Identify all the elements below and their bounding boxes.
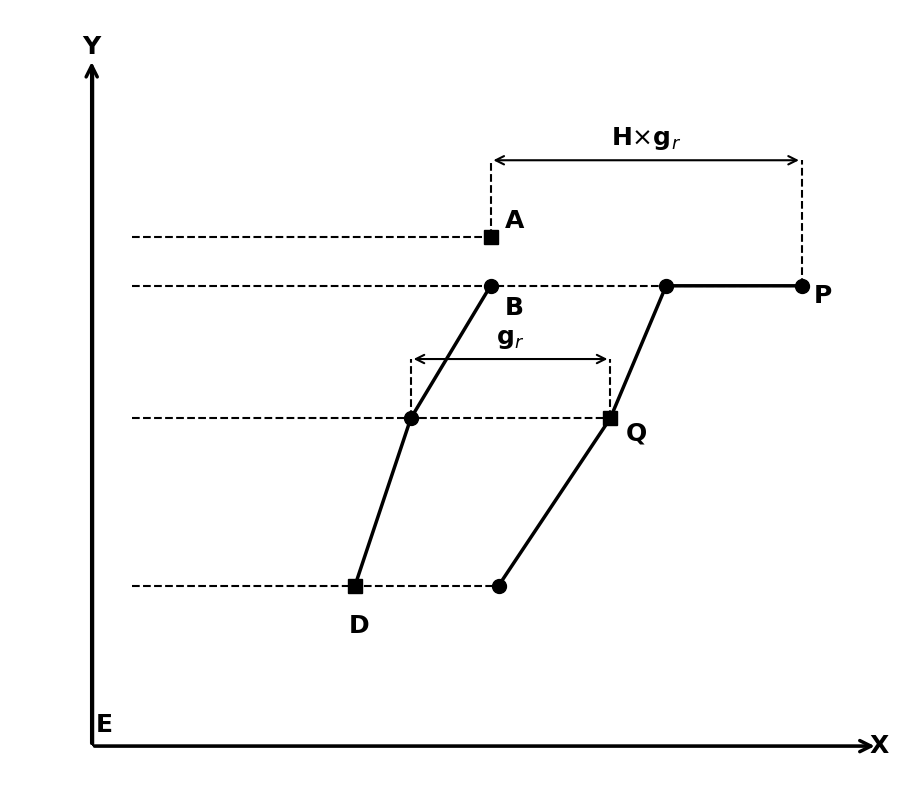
Text: g$_r$: g$_r$ [496, 327, 525, 350]
Text: H$\times$g$_r$: H$\times$g$_r$ [611, 125, 681, 152]
Text: Y: Y [83, 35, 101, 59]
Text: B: B [505, 296, 524, 320]
Text: A: A [505, 209, 525, 234]
Text: E: E [95, 713, 113, 737]
Text: Q: Q [626, 422, 647, 446]
Text: X: X [869, 734, 889, 758]
Text: D: D [348, 614, 370, 637]
Text: P: P [813, 285, 832, 308]
